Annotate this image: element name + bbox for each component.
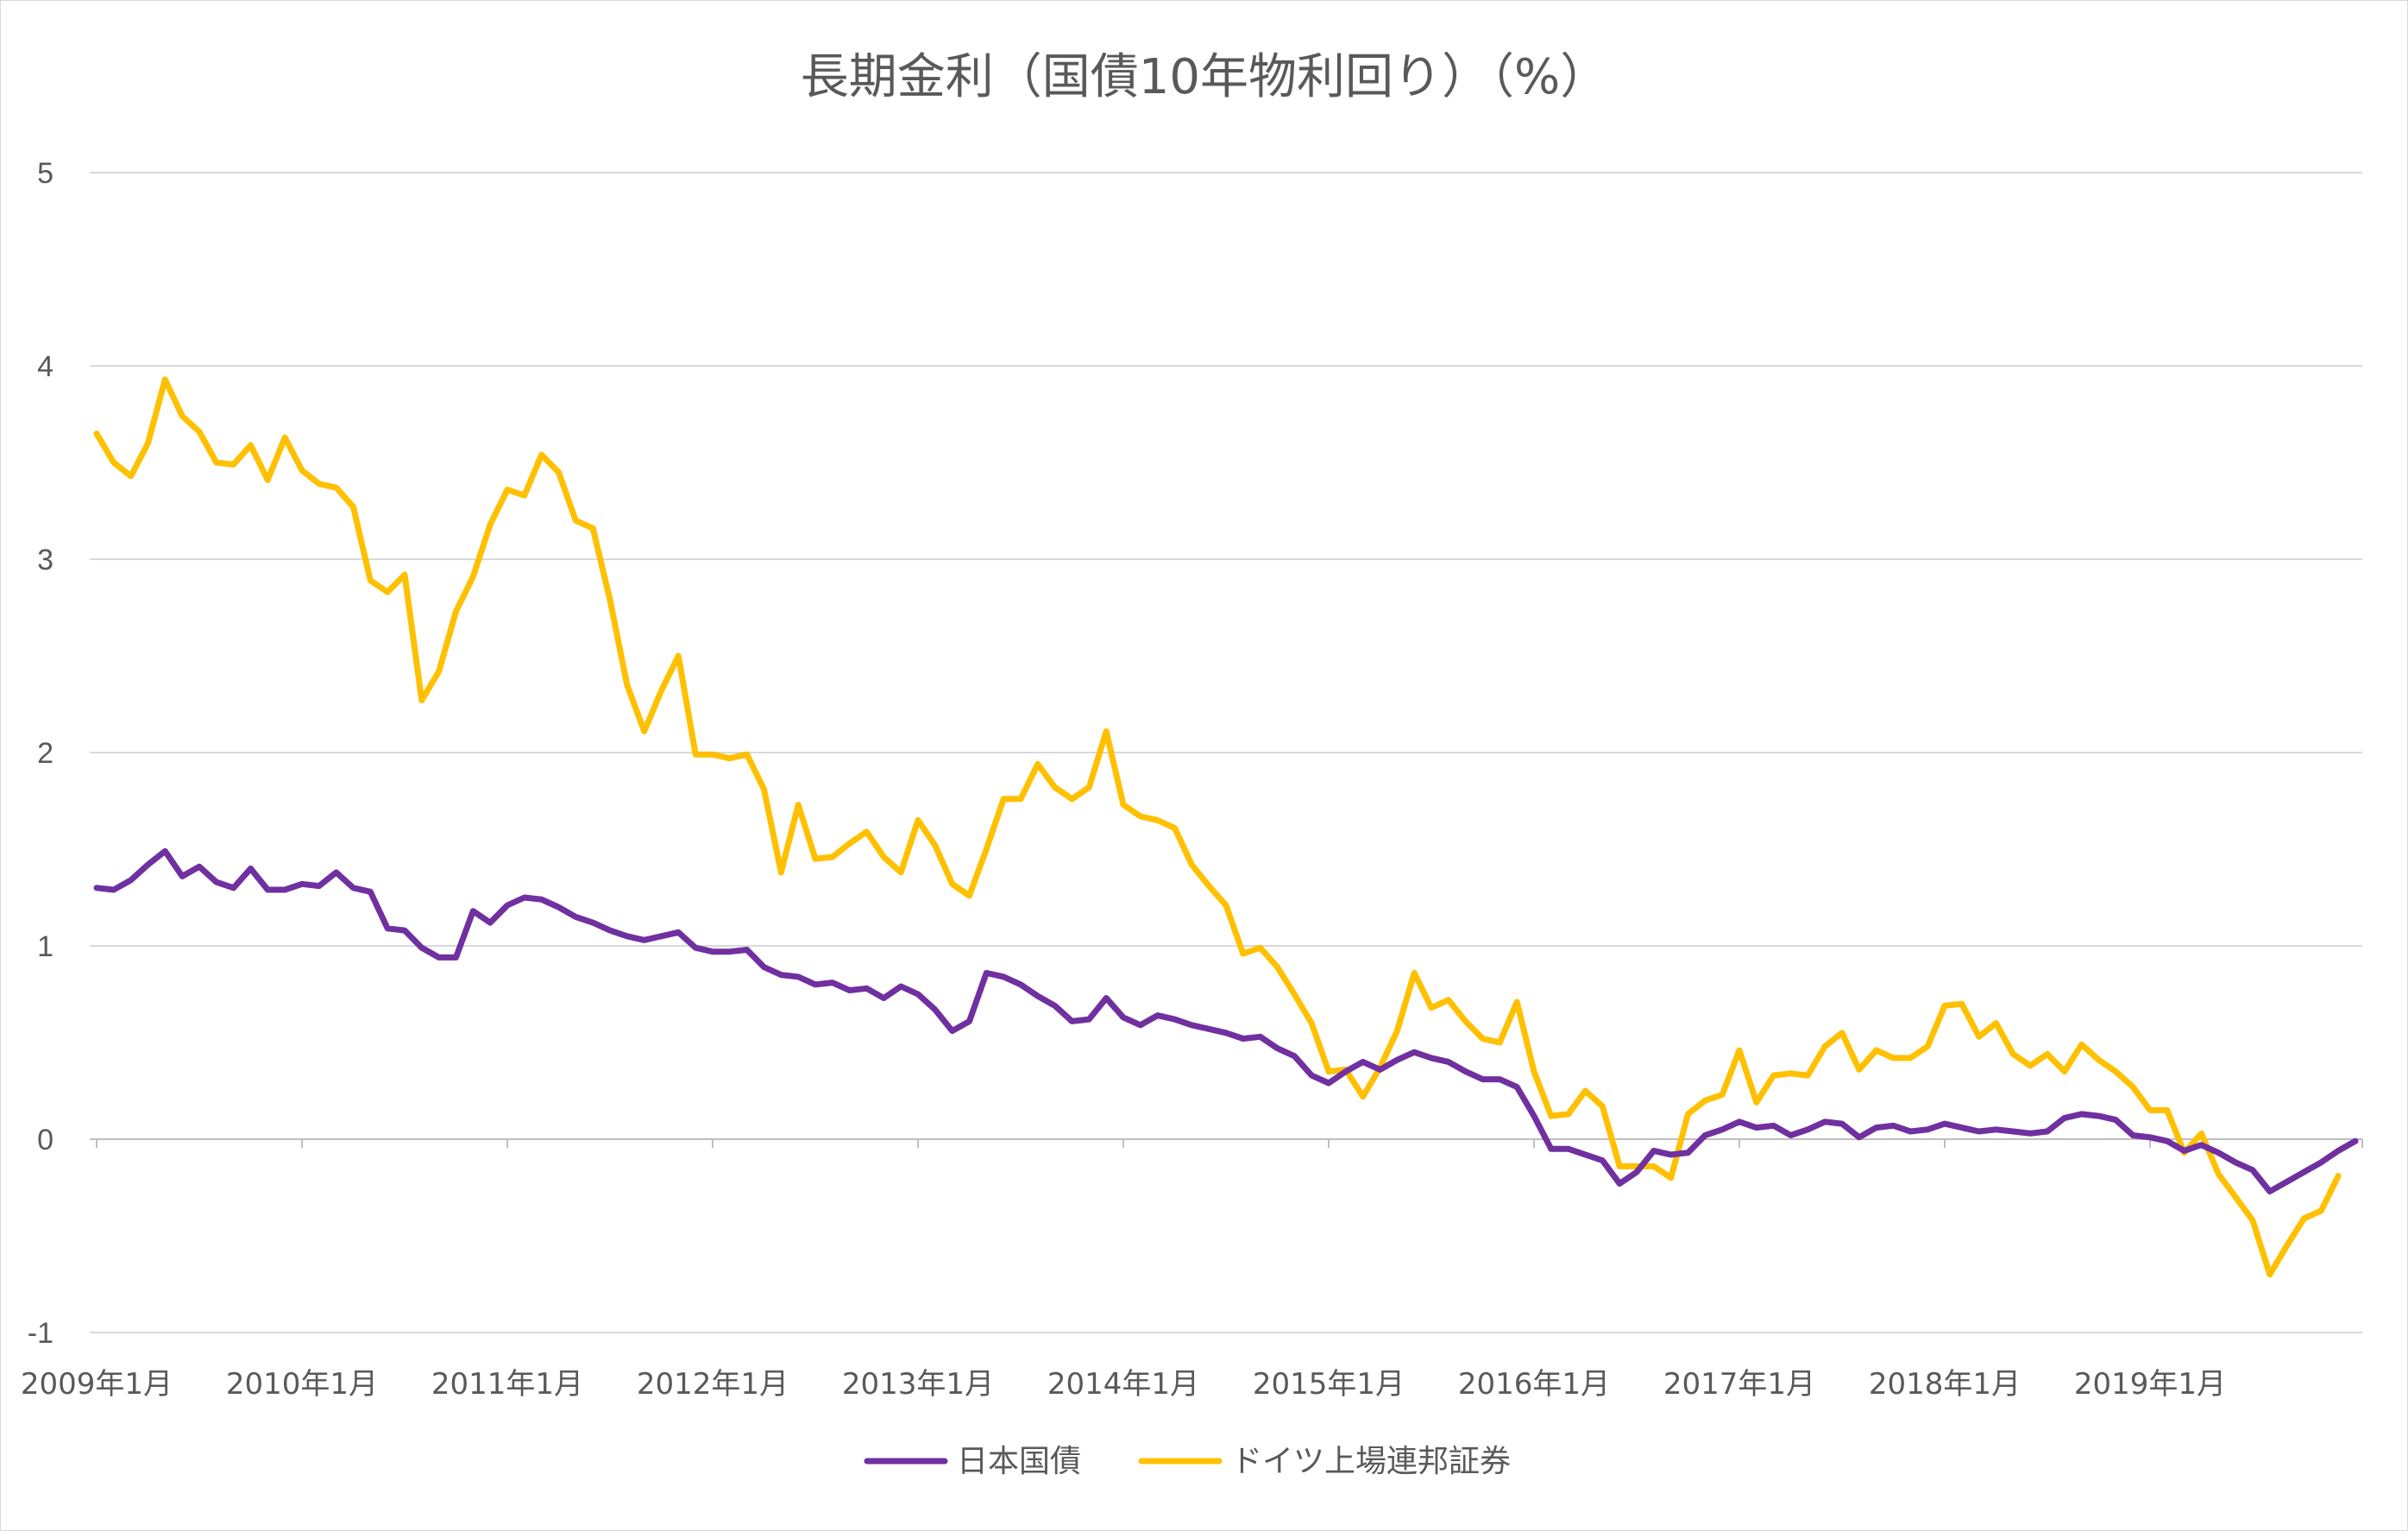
y-tick-label: 1 — [37, 930, 53, 963]
y-tick-label: 4 — [37, 350, 53, 383]
x-tick-label: 2014年1月 — [1047, 1367, 1199, 1402]
series-lines — [93, 376, 2359, 1278]
x-tick-label: 2015年1月 — [1253, 1367, 1405, 1402]
y-tick-label: 2 — [37, 737, 53, 770]
x-tick-label: 2016年1月 — [1458, 1367, 1610, 1402]
x-tick-label: 2019年1月 — [2074, 1367, 2226, 1402]
y-tick-label: 3 — [37, 544, 53, 576]
y-tick-label: 5 — [37, 157, 53, 190]
x-tick-label: 2013年1月 — [842, 1367, 994, 1402]
y-axis-ticks: 5 4 3 2 1 0 -1 — [28, 157, 53, 1350]
legend-label-0: 日本国債 — [957, 1444, 1081, 1479]
x-tick-label: 2018年1月 — [1869, 1367, 2021, 1402]
y-tick-label: 0 — [37, 1124, 53, 1156]
x-tick-label: 2010年1月 — [226, 1367, 378, 1402]
y-tick-label: -1 — [28, 1317, 53, 1350]
gridlines — [90, 172, 2362, 1333]
chart-title: 長期金利（国債10年物利回り）（%） — [801, 49, 1608, 105]
x-tick-label: 2012年1月 — [637, 1367, 789, 1402]
x-tick-label: 2009年1月 — [21, 1367, 173, 1402]
legend-label-1: ドイツ上場連邦証券 — [1231, 1444, 1511, 1479]
series-line-0 — [93, 847, 2359, 1194]
x-axis-ticks: 2009年1月 2010年1月 2011年1月 2012年1月 2013年1月 2014年… — [21, 1139, 2363, 1402]
series-line-1 — [93, 376, 2342, 1278]
x-tick-label: 2017年1月 — [1663, 1367, 1815, 1402]
x-tick-label: 2011年1月 — [431, 1367, 583, 1402]
legend: 日本国債 ドイツ上場連邦証券 — [864, 1444, 1511, 1479]
